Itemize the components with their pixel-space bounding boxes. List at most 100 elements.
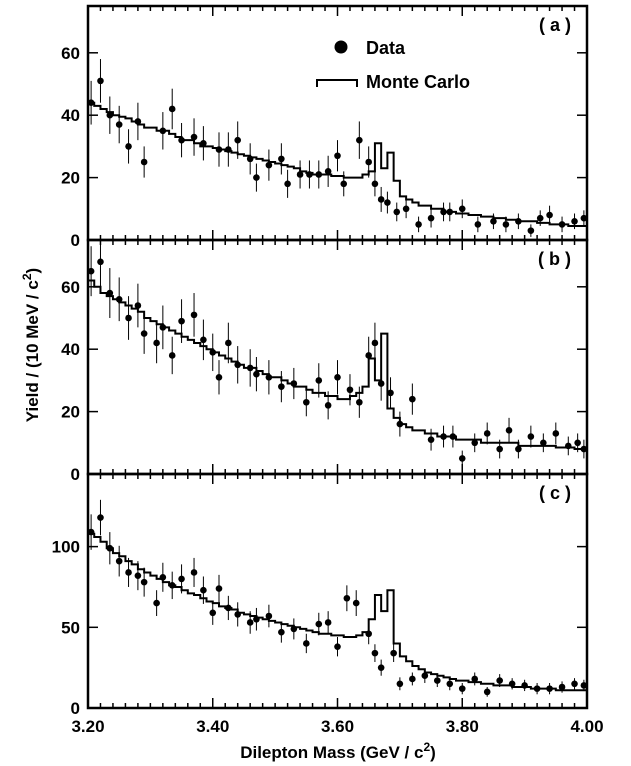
- panel-1: 0 20 40 60 ( a ): [61, 4, 589, 250]
- data-point: [215, 585, 223, 592]
- panel-frame: [86, 238, 589, 476]
- data-point: [396, 420, 404, 428]
- data-point: [303, 640, 310, 647]
- data-point: [377, 664, 385, 671]
- data-point: [106, 111, 114, 119]
- data-point: [533, 685, 541, 692]
- data-point: [409, 675, 416, 683]
- data-point: [278, 628, 285, 636]
- x-tick-label: 4.00: [570, 717, 603, 736]
- data-point: [209, 609, 217, 617]
- data-point: [253, 615, 260, 623]
- data-point: [200, 586, 207, 594]
- data-point: [125, 569, 132, 576]
- data-point: [483, 688, 491, 696]
- data-point: [178, 317, 185, 325]
- data-point: [265, 612, 273, 620]
- data-point: [153, 599, 160, 607]
- data-point: [225, 146, 232, 153]
- data-point: [225, 339, 232, 347]
- data-point: [515, 217, 522, 225]
- y-tick-label: 0: [71, 231, 80, 250]
- y-tick-label: 60: [61, 278, 80, 297]
- data-point: [246, 619, 254, 626]
- data-point: [371, 180, 379, 188]
- data-point: [574, 439, 581, 447]
- data-point: [159, 127, 167, 135]
- data-point: [356, 136, 363, 144]
- data-point: [159, 324, 167, 331]
- data-point: [490, 217, 497, 225]
- data-point: [340, 180, 348, 188]
- data-point: [278, 383, 285, 390]
- data-point: [209, 349, 217, 356]
- data-point: [496, 445, 503, 453]
- data-point: [580, 214, 588, 222]
- data-point: [508, 680, 516, 688]
- x-tick-label: 3.20: [71, 717, 104, 736]
- data-point: [159, 573, 167, 581]
- data-point: [200, 139, 207, 147]
- data-point: [215, 373, 223, 381]
- data-point: [515, 445, 522, 453]
- y-tick-label: 60: [61, 44, 80, 63]
- data-point: [427, 214, 435, 222]
- data-point: [334, 152, 341, 160]
- data-point: [527, 227, 535, 234]
- data-point: [324, 402, 332, 409]
- data-point: [284, 180, 291, 188]
- data-point: [106, 289, 114, 297]
- data-point: [125, 143, 132, 150]
- x-tick-label: 3.80: [446, 717, 479, 736]
- data-point: [558, 683, 566, 691]
- data-point: [365, 630, 372, 638]
- data-point: [440, 208, 447, 216]
- data-point: [234, 611, 241, 618]
- data-point: [458, 685, 466, 692]
- data-point: [471, 675, 479, 683]
- panels-layer: 0 20 40 60 ( a ) 0 20 40 60 ( b ) 0 50 100 ( c ) 3.20 3…: [52, 4, 604, 736]
- data-point: [153, 339, 160, 347]
- data-point: [225, 604, 232, 612]
- data-point: [540, 439, 547, 447]
- data-point: [458, 455, 466, 462]
- data-point: [315, 377, 323, 384]
- data-point: [402, 205, 410, 213]
- data-point: [352, 599, 360, 607]
- data-point: [97, 514, 104, 521]
- y-tick-label: 20: [61, 169, 80, 188]
- data-point: [527, 433, 535, 440]
- data-point: [190, 311, 198, 319]
- data-point: [458, 205, 466, 213]
- data-point: [377, 196, 385, 203]
- data-point: [415, 221, 422, 228]
- data-point: [315, 620, 323, 628]
- panel-tag: ( c ): [539, 483, 571, 503]
- data-point: [125, 314, 132, 322]
- data-point: [546, 211, 553, 219]
- data-point: [536, 214, 544, 222]
- mc-histogram-line: [88, 532, 587, 692]
- data-point: [558, 221, 566, 228]
- data-point: [434, 677, 441, 684]
- y-tick-label: 40: [61, 106, 80, 125]
- data-point: [87, 99, 95, 107]
- data-point: [446, 208, 454, 216]
- data-point: [140, 330, 148, 337]
- data-point: [200, 336, 207, 344]
- data-point: [564, 442, 572, 450]
- data-point: [521, 682, 528, 689]
- data-point: [140, 578, 148, 586]
- data-point: [365, 158, 372, 166]
- data-point: [97, 258, 104, 266]
- data-point: [296, 171, 304, 178]
- data-point: [365, 352, 372, 359]
- legend-data-label: Data: [366, 38, 406, 58]
- data-point: [178, 575, 185, 583]
- data-point: [115, 121, 123, 128]
- data-point: [343, 594, 351, 602]
- data-point: [315, 171, 323, 178]
- data-point: [371, 339, 379, 347]
- legend-mc-marker: [316, 79, 358, 87]
